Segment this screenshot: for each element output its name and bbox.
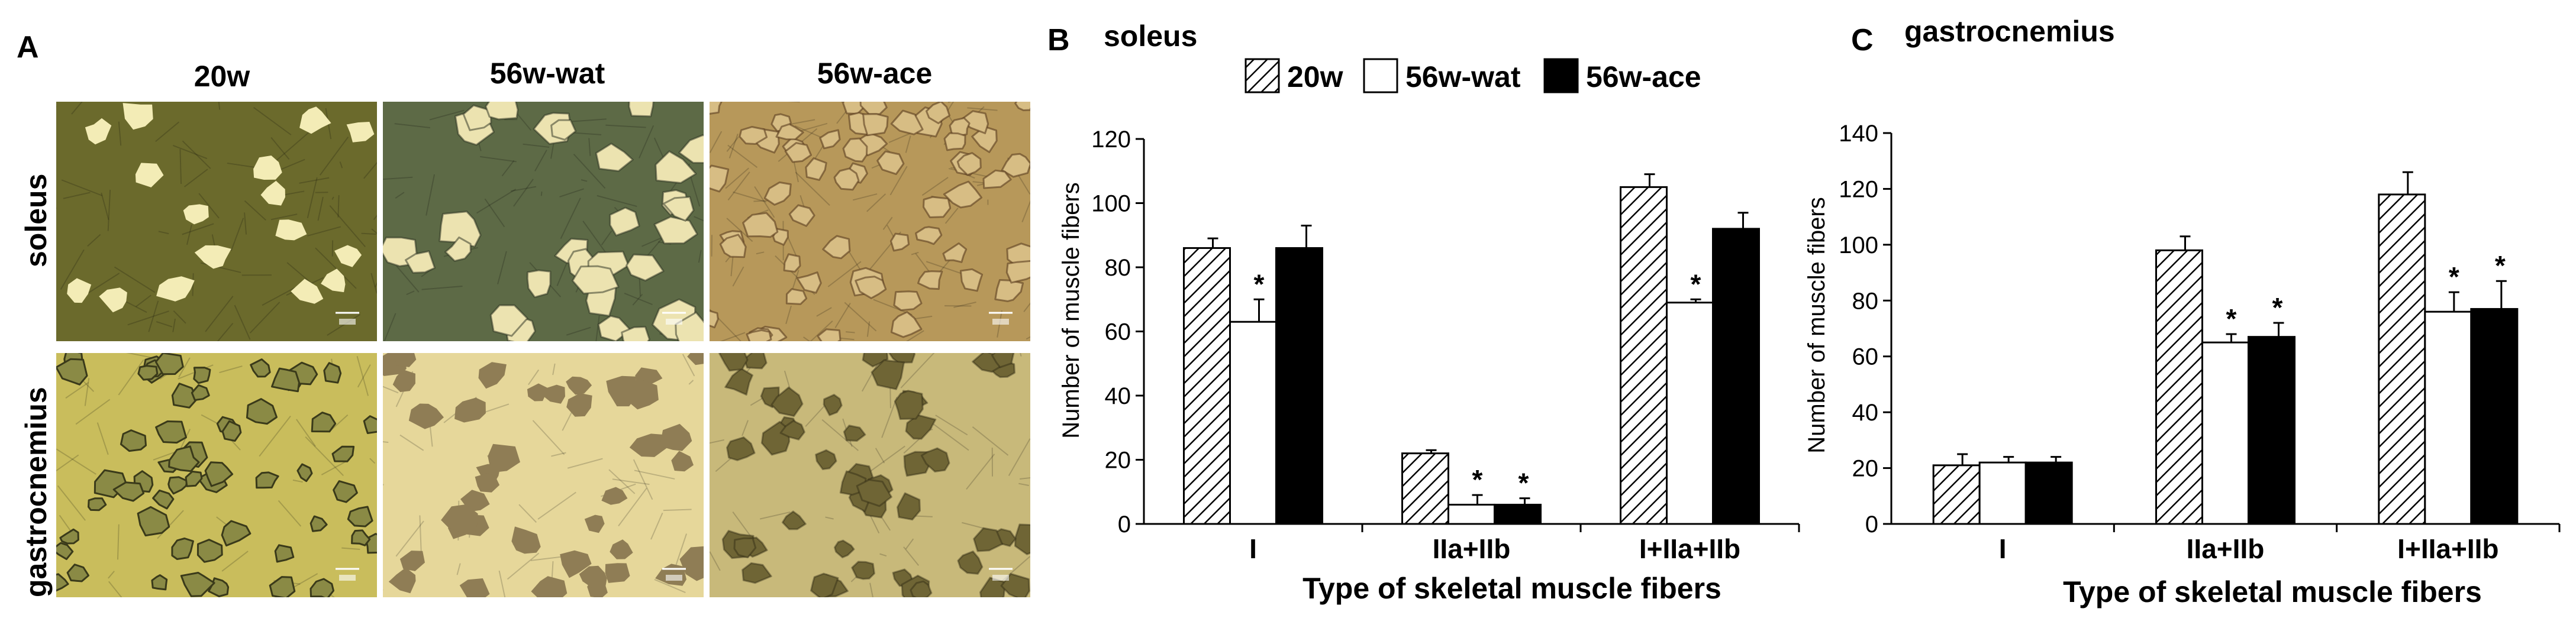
x-tick-label: IIa+IIb: [1433, 533, 1511, 564]
significance-mark: *: [1472, 464, 1483, 495]
bar-20w-I+IIa+IIb: [2378, 193, 2426, 525]
legend-label-56w-wat: 56w-wat: [1405, 60, 1521, 93]
bar-56w-ace-I: [2024, 461, 2073, 525]
y-tick-label: 140: [1839, 121, 1878, 147]
chart-b-ylabel: Number of muscle fibers: [1058, 182, 1084, 438]
significance-mark: *: [1691, 268, 1701, 299]
y-tick-label: 120: [1091, 127, 1131, 153]
x-tick-label: I+IIa+IIb: [2397, 533, 2498, 564]
column-header-20w: 20w: [194, 60, 250, 93]
bar-56w-wat-IIa+IIb: [2201, 341, 2249, 525]
micrograph-gastrocnemius-20w: [56, 353, 377, 597]
bar-56w-wat-I: [1229, 321, 1277, 525]
y-tick-label: 0: [1118, 512, 1131, 538]
bar-56w-ace-I: [1275, 247, 1323, 525]
y-tick-label: 120: [1839, 176, 1878, 202]
chart-b: B soleus Number of muscle fibers Type of…: [1047, 20, 1800, 605]
bar-56w-wat-I+IIa+IIb: [2424, 310, 2472, 525]
bar-56w-wat-IIa+IIb: [1447, 503, 1495, 525]
significance-mark: *: [2272, 292, 2283, 323]
chart-b-xlabel: Type of skeletal muscle fibers: [1302, 572, 1721, 605]
significance-mark: *: [2495, 250, 2506, 281]
micrograph-soleus-56w-ace: [710, 102, 1030, 341]
bar-56w-wat-I: [1978, 461, 2027, 525]
micrograph-gastrocnemius-56w-ace: [710, 353, 1030, 597]
y-tick-label: 60: [1852, 344, 1879, 370]
bar-56w-wat-I+IIa+IIb: [1666, 302, 1714, 525]
y-tick-label: 40: [1105, 383, 1131, 409]
legend-swatch-56w-ace: [1543, 58, 1579, 93]
y-tick-label: 20: [1105, 448, 1131, 474]
bar-20w-IIa+IIb: [2155, 249, 2203, 525]
bar-20w-I+IIa+IIb: [1620, 186, 1668, 525]
legend-swatch-20w: [1245, 58, 1280, 93]
column-header-56w-ace: 56w-ace: [817, 57, 933, 90]
significance-mark: *: [1518, 468, 1529, 498]
y-tick-label: 0: [1865, 512, 1878, 538]
chart-b-title: soleus: [1104, 20, 1197, 53]
y-tick-label: 20: [1852, 456, 1879, 482]
chart-c-ylabel: Number of muscle fibers: [1804, 197, 1830, 453]
bar-56w-ace-IIa+IIb: [2248, 336, 2295, 525]
micrograph-soleus-20w: [56, 102, 377, 341]
x-tick-label: I: [1249, 533, 1257, 564]
chart-c-title: gastrocnemius: [1904, 15, 2115, 48]
y-tick-label: 100: [1839, 232, 1878, 258]
panel-b-letter: B: [1047, 23, 1070, 57]
bar-20w-IIa+IIb: [1401, 452, 1449, 525]
panel-a-letter: A: [17, 30, 39, 64]
legend-label-20w: 20w: [1287, 60, 1343, 93]
x-tick-label: I: [1999, 533, 2007, 564]
y-tick-label: 80: [1852, 288, 1879, 314]
y-tick-label: 60: [1105, 319, 1131, 345]
y-tick-label: 100: [1091, 191, 1131, 217]
bar-56w-ace-I+IIa+IIb: [1712, 228, 1760, 525]
micrograph-soleus-56w-wat: [383, 102, 704, 341]
x-tick-label: I+IIa+IIb: [1639, 533, 1740, 564]
column-header-56w-wat: 56w-wat: [489, 57, 605, 90]
bar-20w-I: [1183, 247, 1231, 525]
chart-c: C gastrocnemius Number of muscle fibers …: [1804, 15, 2561, 608]
significance-mark: *: [2226, 303, 2237, 334]
significance-mark: *: [1254, 268, 1265, 299]
micrograph-gastrocnemius-56w-wat: [383, 353, 704, 597]
y-tick-label: 40: [1852, 400, 1879, 426]
significance-mark: *: [2449, 261, 2459, 292]
panel-c-letter: C: [1851, 23, 1874, 57]
legend-label-56w-ace: 56w-ace: [1586, 60, 1701, 93]
bar-20w-I: [1932, 464, 1981, 525]
x-tick-label: IIa+IIb: [2187, 533, 2265, 564]
legend-swatch-56w-wat: [1363, 58, 1398, 93]
bar-56w-ace-I+IIa+IIb: [2470, 307, 2519, 525]
bar-56w-ace-IIa+IIb: [1494, 503, 1542, 525]
y-tick-label: 80: [1105, 255, 1131, 281]
legend: 20w 56w-wat 56w-ace: [1245, 58, 1701, 93]
chart-c-xlabel: Type of skeletal muscle fibers: [2063, 575, 2482, 608]
